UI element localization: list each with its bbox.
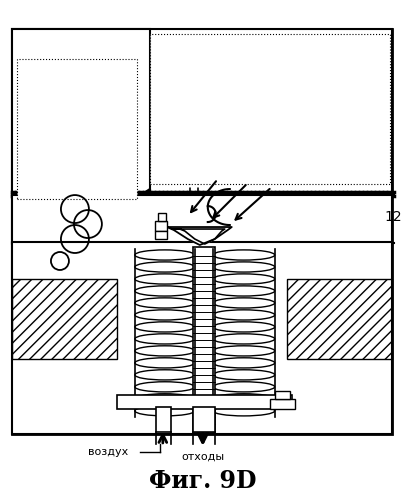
- Ellipse shape: [212, 334, 274, 344]
- Ellipse shape: [134, 250, 194, 260]
- Bar: [286, 279, 390, 359]
- Text: отходы: отходы: [181, 452, 224, 462]
- Polygon shape: [164, 227, 231, 245]
- Ellipse shape: [212, 346, 274, 356]
- Ellipse shape: [212, 370, 274, 380]
- Bar: [269, 399, 294, 409]
- Ellipse shape: [212, 274, 274, 284]
- Ellipse shape: [134, 322, 194, 332]
- Ellipse shape: [212, 310, 274, 320]
- Ellipse shape: [134, 334, 194, 344]
- Bar: [12, 29, 390, 194]
- Text: Фиг. 9D: Фиг. 9D: [149, 469, 256, 493]
- Bar: [154, 231, 166, 239]
- Bar: [158, 213, 165, 221]
- Ellipse shape: [212, 394, 274, 404]
- Ellipse shape: [212, 358, 274, 368]
- Ellipse shape: [212, 406, 274, 416]
- Ellipse shape: [212, 322, 274, 332]
- Ellipse shape: [134, 358, 194, 368]
- Ellipse shape: [134, 310, 194, 320]
- Bar: [192, 247, 214, 432]
- Bar: [12, 279, 117, 359]
- Bar: [12, 29, 390, 434]
- Ellipse shape: [134, 382, 194, 392]
- Text: 12: 12: [384, 210, 401, 224]
- Ellipse shape: [134, 274, 194, 284]
- Ellipse shape: [212, 382, 274, 392]
- Bar: [12, 29, 149, 279]
- Bar: [12, 279, 117, 359]
- Ellipse shape: [134, 298, 194, 308]
- Ellipse shape: [212, 262, 274, 272]
- Bar: [274, 391, 289, 399]
- Ellipse shape: [134, 262, 194, 272]
- Bar: [149, 34, 389, 184]
- Ellipse shape: [212, 298, 274, 308]
- Ellipse shape: [134, 286, 194, 296]
- Bar: [192, 407, 214, 432]
- Bar: [286, 279, 390, 359]
- Bar: [17, 59, 136, 199]
- Ellipse shape: [134, 370, 194, 380]
- Bar: [12, 242, 390, 434]
- Bar: [12, 194, 390, 244]
- Text: воздух: воздух: [87, 447, 128, 457]
- Bar: [156, 407, 171, 432]
- Polygon shape: [171, 229, 224, 244]
- Ellipse shape: [212, 250, 274, 260]
- Bar: [154, 221, 166, 231]
- Bar: [117, 395, 291, 409]
- Ellipse shape: [134, 406, 194, 416]
- Ellipse shape: [134, 346, 194, 356]
- Ellipse shape: [134, 394, 194, 404]
- Ellipse shape: [212, 286, 274, 296]
